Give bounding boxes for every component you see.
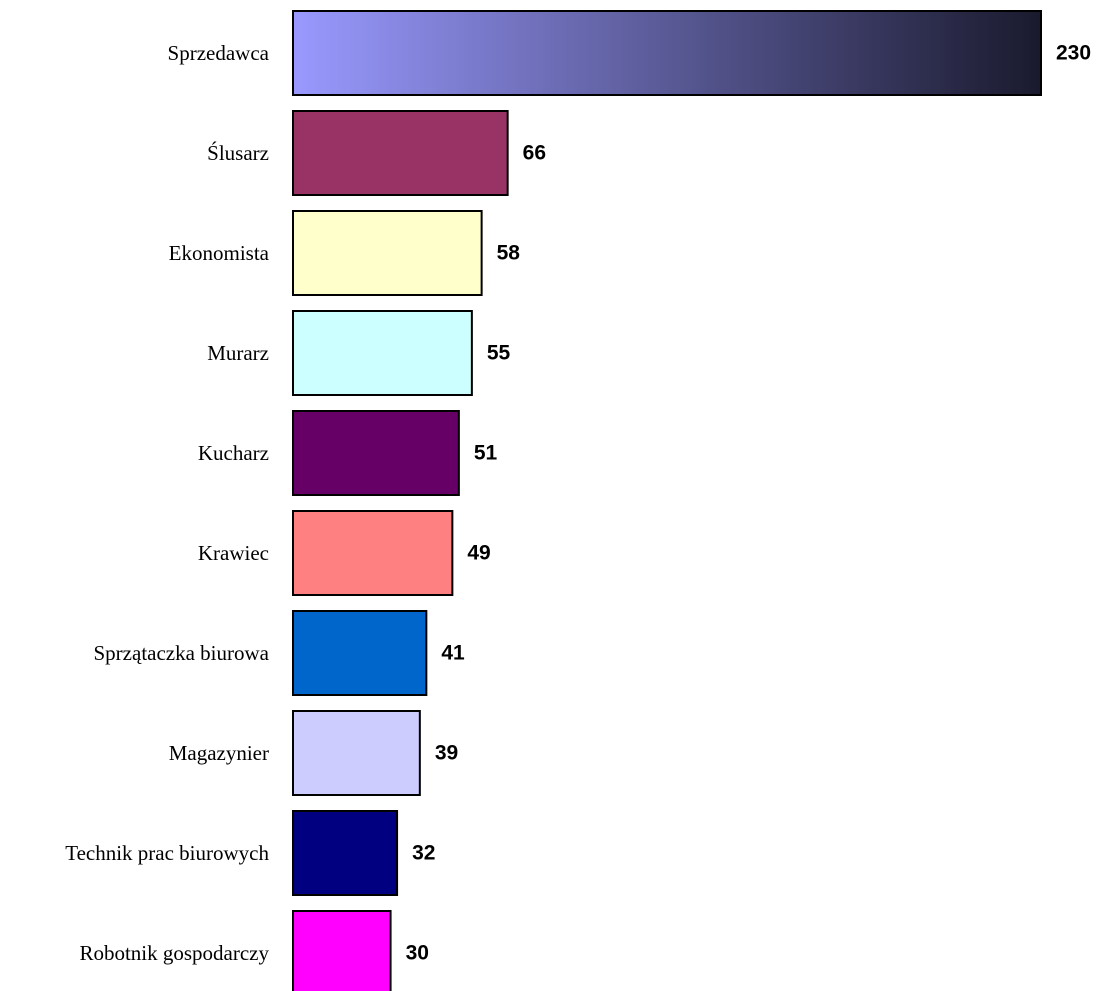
- category-label-8: Technik prac biurowych: [65, 841, 269, 865]
- labels-layer: Sprzedawca 230 Ślusarz 66 Ekonomista 58 Murarz…: [65, 41, 1091, 965]
- bar-1: [292, 110, 509, 196]
- category-label-7: Magazynier: [169, 741, 269, 765]
- value-label-2: 58: [497, 242, 521, 265]
- bar-2: [292, 210, 483, 296]
- value-label-8: 32: [412, 842, 435, 865]
- bar-4: [292, 410, 460, 496]
- category-label-1: Ślusarz: [207, 141, 269, 165]
- bars-layer: [292, 10, 1042, 991]
- bar-8: [292, 810, 399, 896]
- value-label-3: 55: [487, 342, 511, 365]
- bar-3: [292, 310, 473, 396]
- value-label-1: 66: [523, 142, 546, 165]
- value-label-7: 39: [435, 742, 458, 765]
- value-label-9: 30: [406, 942, 429, 965]
- value-label-5: 49: [467, 542, 490, 565]
- value-label-0: 230: [1056, 42, 1091, 65]
- category-label-9: Robotnik gospodarczy: [79, 941, 269, 965]
- bar-6: [292, 610, 428, 696]
- bar-0: [292, 10, 1042, 96]
- category-label-3: Murarz: [207, 341, 269, 365]
- category-label-2: Ekonomista: [169, 241, 270, 265]
- value-label-4: 51: [474, 442, 498, 465]
- category-label-0: Sprzedawca: [168, 41, 270, 65]
- bar-7: [292, 710, 421, 796]
- category-label-6: Sprzątaczka biurowa: [94, 641, 270, 665]
- value-label-6: 41: [441, 642, 465, 665]
- bar-5: [292, 510, 454, 596]
- category-label-4: Kucharz: [198, 441, 269, 465]
- category-label-5: Krawiec: [198, 541, 269, 565]
- bar-9: [292, 910, 392, 991]
